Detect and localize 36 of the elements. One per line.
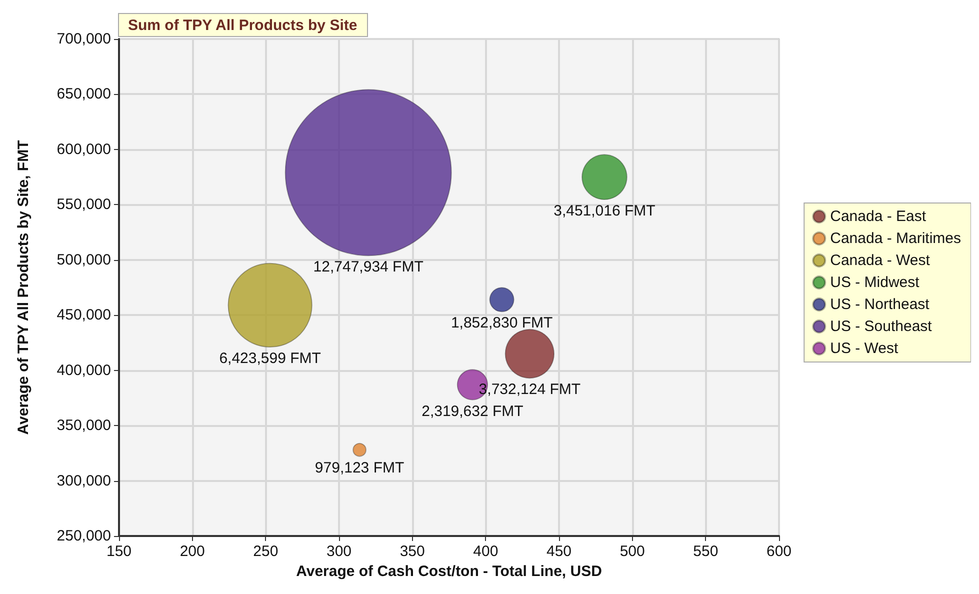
x-tick-label: 350 bbox=[400, 543, 425, 560]
x-tick-label: 550 bbox=[693, 543, 718, 560]
legend-label: Canada - West bbox=[830, 252, 931, 269]
y-tick-label: 500,000 bbox=[56, 251, 111, 268]
x-tick-label: 450 bbox=[546, 543, 572, 560]
annotation: 3,451,016 FMT bbox=[554, 202, 656, 220]
x-tick-label: 300 bbox=[326, 543, 352, 560]
legend-label: US - West bbox=[830, 340, 900, 357]
annotation: 1,852,830 FMT bbox=[450, 314, 553, 332]
x-axis-title: Average of Cash Cost/ton - Total Line, USD bbox=[296, 562, 602, 580]
legend-label: Canada - Maritimes bbox=[830, 230, 962, 247]
legend-label: US - Midwest bbox=[830, 274, 920, 291]
annotation: 2,319,632 FMT bbox=[422, 402, 524, 420]
x-tick-label: 500 bbox=[620, 543, 645, 560]
x-tick-label: 200 bbox=[180, 543, 205, 560]
annotation: 979,123 FMT bbox=[314, 459, 404, 476]
y-tick-label: 300,000 bbox=[56, 472, 111, 490]
y-tick-label: 250,000 bbox=[56, 528, 111, 544]
x-tick-label: 150 bbox=[106, 543, 132, 560]
legend-label: US - Northeast bbox=[830, 296, 930, 313]
annotation: 6,423,599 FMT bbox=[219, 350, 321, 367]
legend-label: US - Southeast bbox=[830, 318, 933, 335]
y-tick-label: 450,000 bbox=[56, 306, 111, 324]
x-tick-label: 600 bbox=[766, 543, 792, 560]
x-tick-label: 400 bbox=[473, 543, 498, 560]
y-tick-label: 700,000 bbox=[56, 30, 111, 48]
y-tick-label: 650,000 bbox=[56, 86, 111, 103]
y-axis-title: Average of TPY All Products by Site, FMT bbox=[15, 140, 32, 435]
y-tick-label: 350,000 bbox=[56, 417, 111, 434]
annotation: 12,747,934 FMT bbox=[313, 258, 424, 276]
x-tick-label: 250 bbox=[253, 543, 278, 560]
y-tick-label: 600,000 bbox=[56, 140, 111, 158]
y-tick-label: 550,000 bbox=[56, 196, 111, 214]
chart-title: Sum of TPY All Products by Site bbox=[128, 17, 358, 34]
legend-label: Canada - East bbox=[830, 208, 927, 225]
y-tick-label: 400,000 bbox=[56, 362, 111, 379]
